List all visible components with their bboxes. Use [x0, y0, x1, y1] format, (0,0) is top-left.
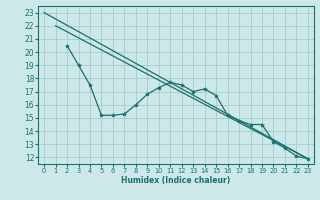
X-axis label: Humidex (Indice chaleur): Humidex (Indice chaleur) — [121, 176, 231, 185]
